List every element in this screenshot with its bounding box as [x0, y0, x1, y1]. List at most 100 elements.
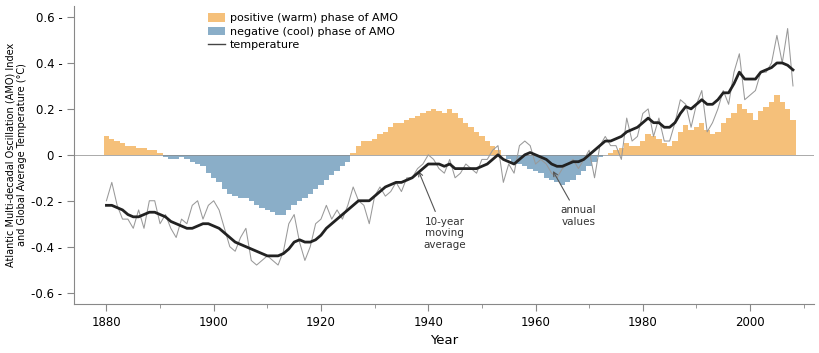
Bar [302, 155, 307, 198]
Bar [404, 120, 409, 155]
Bar [372, 139, 377, 155]
Bar [741, 109, 746, 155]
Bar [645, 134, 650, 155]
Bar [720, 123, 725, 155]
Bar [564, 155, 570, 183]
Bar [355, 146, 361, 155]
Bar [591, 155, 596, 162]
Bar [735, 104, 741, 155]
Bar [758, 111, 762, 155]
Bar [516, 155, 522, 164]
Bar [575, 155, 581, 175]
Bar [152, 150, 157, 155]
Bar [634, 146, 640, 155]
Bar [206, 155, 210, 173]
Bar [441, 113, 446, 155]
Bar [709, 134, 714, 155]
Bar [195, 155, 200, 164]
Bar [586, 155, 591, 166]
Text: annual
values: annual values [553, 172, 595, 227]
Bar [387, 127, 393, 155]
Bar [275, 155, 280, 215]
Bar [704, 130, 709, 155]
Bar [537, 155, 543, 173]
Bar [248, 155, 254, 201]
Bar [280, 155, 286, 215]
Bar [286, 155, 291, 210]
Bar [393, 123, 398, 155]
Bar [339, 155, 345, 166]
Bar [725, 118, 731, 155]
Bar [233, 155, 238, 196]
Bar [184, 155, 189, 160]
Bar [216, 155, 221, 183]
Bar [313, 155, 318, 189]
Bar [361, 141, 366, 155]
Bar [334, 155, 339, 171]
Bar [414, 116, 419, 155]
Bar [398, 123, 404, 155]
Bar [484, 141, 489, 155]
Bar [168, 155, 174, 160]
Bar [682, 125, 688, 155]
Y-axis label: Atlantic Multi-decadal Oscillation (AMO) Index
and Global Average Temperature (°: Atlantic Multi-decadal Oscillation (AMO)… [6, 43, 27, 267]
Bar [136, 148, 141, 155]
Bar [623, 143, 629, 155]
Bar [731, 113, 735, 155]
Bar [291, 155, 296, 205]
Bar [581, 155, 586, 171]
Bar [328, 155, 334, 175]
Bar [221, 155, 227, 189]
Bar [243, 155, 248, 198]
Bar [629, 146, 634, 155]
Bar [157, 152, 162, 155]
Bar [784, 109, 790, 155]
Bar [457, 118, 463, 155]
Bar [613, 150, 618, 155]
Bar [431, 109, 436, 155]
Bar [350, 152, 355, 155]
Bar [773, 95, 779, 155]
Bar [115, 141, 120, 155]
Bar [489, 146, 495, 155]
Bar [265, 155, 269, 210]
Bar [452, 113, 457, 155]
Bar [693, 127, 699, 155]
Bar [366, 141, 372, 155]
Bar [762, 107, 768, 155]
Bar [254, 155, 259, 205]
Bar [505, 155, 511, 160]
Bar [752, 120, 758, 155]
Bar [463, 123, 468, 155]
Bar [666, 146, 672, 155]
Bar [189, 155, 195, 162]
Text: 10-year
moving
average: 10-year moving average [419, 172, 465, 250]
Bar [324, 155, 328, 180]
Bar [473, 132, 478, 155]
Bar [768, 102, 773, 155]
Bar [147, 150, 152, 155]
Bar [409, 118, 414, 155]
Bar [746, 113, 752, 155]
Bar [200, 155, 206, 166]
Bar [446, 109, 452, 155]
Bar [259, 155, 265, 208]
Bar [532, 155, 537, 171]
Bar [141, 148, 147, 155]
Bar [436, 111, 441, 155]
Bar [382, 132, 387, 155]
Bar [495, 150, 500, 155]
X-axis label: Year: Year [430, 334, 458, 347]
Bar [655, 139, 661, 155]
Bar [790, 120, 794, 155]
Bar [345, 155, 350, 162]
Bar [522, 155, 527, 166]
Bar [607, 152, 613, 155]
Bar [125, 146, 130, 155]
Bar [688, 130, 693, 155]
Bar [227, 155, 233, 194]
Bar [640, 141, 645, 155]
Bar [559, 155, 564, 185]
Bar [596, 155, 602, 157]
Bar [618, 148, 623, 155]
